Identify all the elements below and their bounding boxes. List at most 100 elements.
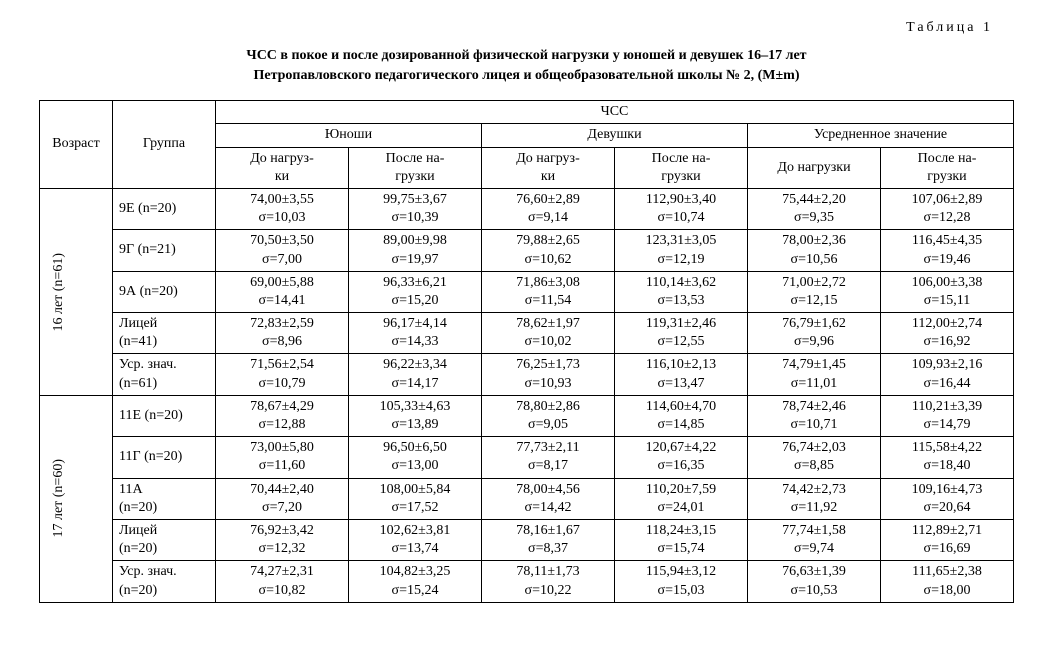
data-cell: 116,45±4,35 σ=19,46	[881, 230, 1014, 271]
cell-mean: 78,11±1,73	[516, 564, 579, 579]
data-cell: 123,31±3,05σ=12,19	[615, 230, 748, 271]
data-cell: 79,88±2,65 σ=10,62	[482, 230, 615, 271]
cell-sigma: σ=10,93	[525, 376, 572, 391]
data-table: Возраст Группа ЧСС Юноши Девушки Усредне…	[39, 100, 1014, 603]
data-cell: 77,73±2,11σ=8,17	[482, 437, 615, 478]
cell-mean: 96,17±4,14	[383, 316, 447, 331]
table-row: 16 лет (n=61)9Е (n=20)74,00±3,55σ=10,039…	[40, 188, 1014, 229]
cell-mean: 79,88±2,65	[516, 233, 580, 248]
col-before-girls: До нагруз-ки	[482, 147, 615, 188]
cell-sigma: σ=14,17	[392, 376, 439, 391]
cell-mean: 75,44±2,20	[782, 192, 846, 207]
cell-sigma: σ=12,88	[259, 417, 306, 432]
data-cell: 76,63±1,39σ=10,53	[748, 561, 881, 602]
cell-mean: 73,00±5,80	[250, 440, 314, 455]
cell-sigma: σ=14,41	[259, 293, 306, 308]
cell-sigma: σ=14,85	[658, 417, 705, 432]
cell-mean: 96,50±6,50	[383, 440, 447, 455]
data-cell: 106,00±3,38σ=15,11	[881, 271, 1014, 312]
cell-mean: 99,75±3,67	[383, 192, 447, 207]
age-cell: 16 лет (n=61)	[40, 188, 113, 395]
cell-mean: 106,00±3,38	[912, 275, 983, 290]
col-girls: Девушки	[482, 124, 748, 147]
data-cell: 89,00±9,98σ=19,97	[349, 230, 482, 271]
data-cell: 73,00±5,80 σ=11,60	[216, 437, 349, 478]
data-cell: 99,75±3,67σ=10,39	[349, 188, 482, 229]
caption-line-1: ЧСС в покое и после дозированной физичес…	[246, 48, 806, 63]
data-cell: 70,44±2,40σ=7,20	[216, 478, 349, 519]
data-cell: 96,22±3,34 σ=14,17	[349, 354, 482, 395]
cell-sigma: σ=8,17	[528, 458, 568, 473]
cell-sigma: σ=16,35	[658, 458, 705, 473]
cell-sigma: σ=10,02	[525, 334, 572, 349]
data-cell: 96,17±4,14σ=14,33	[349, 313, 482, 354]
cell-sigma: σ=13,89	[392, 417, 439, 432]
cell-mean: 120,67±4,22	[646, 440, 717, 455]
cell-mean: 119,31±2,46	[646, 316, 716, 331]
cell-sigma: σ=16,44	[924, 376, 971, 391]
data-cell: 69,00±5,88σ=14,41	[216, 271, 349, 312]
table-body: 16 лет (n=61)9Е (n=20)74,00±3,55σ=10,039…	[40, 188, 1014, 602]
data-cell: 118,24±3,15σ=15,74	[615, 519, 748, 560]
cell-sigma: σ=10,62	[525, 252, 572, 267]
col-before-boys: До нагруз-ки	[216, 147, 349, 188]
col-age: Возраст	[40, 101, 113, 189]
cell-sigma: σ=9,14	[528, 210, 568, 225]
table-number-label: Таблица 1	[30, 20, 1023, 36]
group-cell: Уср. знач.(n=61)	[113, 354, 216, 395]
data-cell: 102,62±3,81 σ=13,74	[349, 519, 482, 560]
data-cell: 78,16±1,67σ=8,37	[482, 519, 615, 560]
cell-mean: 96,22±3,34	[383, 357, 447, 372]
table-caption: ЧСС в покое и после дозированной физичес…	[30, 46, 1023, 85]
cell-sigma: σ=12,28	[924, 210, 971, 225]
col-boys: Юноши	[216, 124, 482, 147]
cell-sigma: σ=20,64	[924, 500, 971, 515]
data-cell: 76,25±1,73σ=10,93	[482, 354, 615, 395]
cell-sigma: σ=8,37	[528, 541, 568, 556]
data-cell: 76,74±2,03σ=8,85	[748, 437, 881, 478]
data-cell: 78,00±4,56σ=14,42	[482, 478, 615, 519]
data-cell: 109,16±4,73σ=20,64	[881, 478, 1014, 519]
data-cell: 120,67±4,22 σ=16,35	[615, 437, 748, 478]
data-cell: 105,33±4,63σ=13,89	[349, 395, 482, 436]
cell-mean: 102,62±3,81	[380, 523, 451, 538]
cell-sigma: σ=10,79	[259, 376, 306, 391]
col-after-boys: После на-грузки	[349, 147, 482, 188]
cell-sigma: σ=7,00	[262, 252, 302, 267]
data-cell: 76,60±2,89σ=9,14	[482, 188, 615, 229]
cell-mean: 71,56±2,54	[250, 357, 314, 372]
data-cell: 72,83±2,59σ=8,96	[216, 313, 349, 354]
cell-mean: 118,24±3,15	[646, 523, 716, 538]
cell-mean: 74,79±1,45	[782, 357, 846, 372]
data-cell: 115,94±3,12σ=15,03	[615, 561, 748, 602]
data-cell: 71,86±3,08σ=11,54	[482, 271, 615, 312]
cell-mean: 116,45±4,35	[912, 233, 982, 248]
cell-sigma: σ=18,00	[924, 583, 971, 598]
col-avg: Усредненное значение	[748, 124, 1014, 147]
data-cell: 78,62±1,97σ=10,02	[482, 313, 615, 354]
cell-sigma: σ=19,97	[392, 252, 439, 267]
cell-mean: 109,93±2,16	[912, 357, 983, 372]
cell-mean: 76,92±3,42	[250, 523, 314, 538]
data-cell: 104,82±3,25σ=15,24	[349, 561, 482, 602]
table-row: Уср. знач.(n=61) 71,56±2,54 σ=10,79 96,22±3…	[40, 354, 1014, 395]
data-cell: 110,14±3,62σ=13,53	[615, 271, 748, 312]
cell-sigma: σ=12,55	[658, 334, 705, 349]
data-cell: 71,00±2,72σ=12,15	[748, 271, 881, 312]
cell-mean: 112,89±2,71	[912, 523, 982, 538]
cell-sigma: σ=24,01	[658, 500, 705, 515]
col-after-avg: После на-грузки	[881, 147, 1014, 188]
cell-sigma: σ=19,46	[924, 252, 971, 267]
cell-mean: 96,33±6,21	[383, 275, 447, 290]
cell-sigma: σ=11,60	[259, 458, 305, 473]
cell-mean: 107,06±2,89	[912, 192, 983, 207]
data-cell: 78,11±1,73σ=10,22	[482, 561, 615, 602]
cell-sigma: σ=13,74	[392, 541, 439, 556]
cell-sigma: σ=11,54	[525, 293, 571, 308]
data-cell: 112,90±3,40σ=10,74	[615, 188, 748, 229]
cell-mean: 71,00±2,72	[782, 275, 846, 290]
cell-sigma: σ=15,03	[658, 583, 705, 598]
cell-mean: 76,74±2,03	[782, 440, 846, 455]
group-cell: 9А (n=20)	[113, 271, 216, 312]
cell-sigma: σ=9,05	[528, 417, 568, 432]
